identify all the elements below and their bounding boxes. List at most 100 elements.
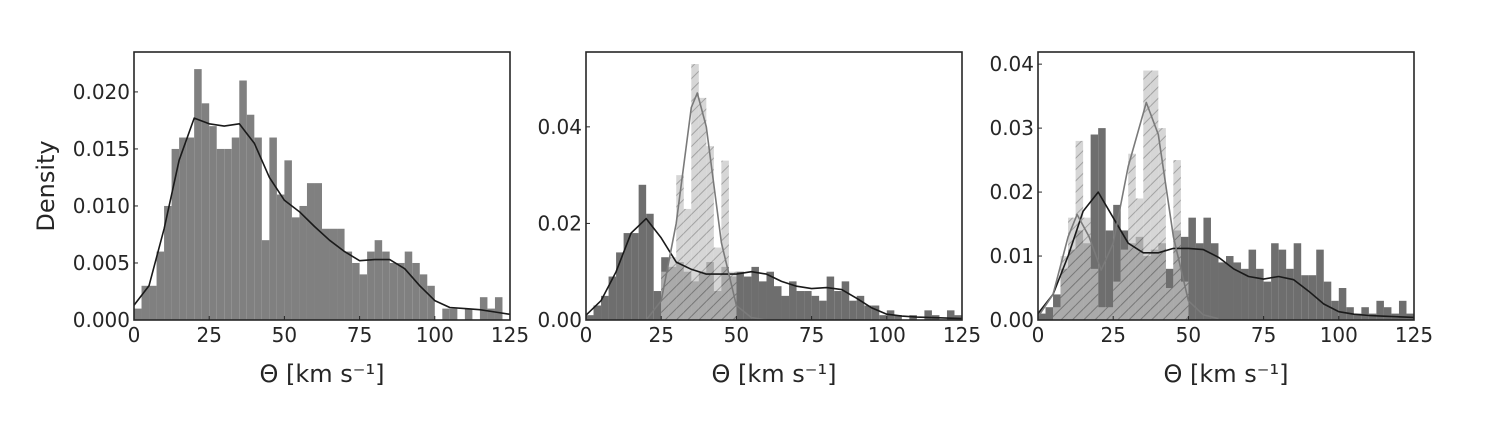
bar	[291, 217, 300, 320]
bar	[811, 295, 820, 320]
bar	[141, 285, 150, 320]
bar	[284, 160, 292, 320]
bar	[946, 310, 955, 320]
bar	[1361, 307, 1369, 320]
bar	[1045, 307, 1054, 320]
bar	[758, 281, 767, 320]
x-tick-label: 100	[416, 323, 454, 347]
bar	[1083, 217, 1091, 320]
bar	[1150, 70, 1159, 320]
bar	[766, 271, 774, 320]
x-tick-label: 0	[128, 323, 141, 347]
bar	[879, 315, 887, 320]
y-tick-label: 0.005	[73, 251, 130, 275]
bar	[668, 257, 677, 320]
bar	[676, 175, 684, 320]
bar	[1173, 160, 1181, 320]
bar	[1233, 262, 1242, 320]
x-tick-label: 25	[196, 323, 221, 347]
bar	[954, 315, 962, 320]
bar	[638, 184, 647, 320]
bar	[337, 228, 345, 320]
bar	[781, 295, 790, 320]
bar	[1158, 128, 1166, 320]
bar	[329, 228, 338, 320]
axes-frame	[585, 51, 963, 321]
y-axis-label: Density	[32, 140, 60, 231]
bar	[412, 262, 420, 320]
bar	[736, 271, 744, 320]
bar	[1263, 281, 1272, 320]
bar	[209, 126, 217, 320]
bar	[698, 97, 707, 320]
y-tick-label: 0.015	[73, 137, 130, 161]
bar	[721, 160, 729, 320]
bar	[1368, 313, 1377, 320]
bar	[743, 276, 752, 320]
bar	[1308, 275, 1317, 320]
bar	[826, 276, 835, 320]
bar	[494, 297, 503, 320]
bar	[171, 148, 180, 320]
bar	[1180, 236, 1189, 320]
bar	[427, 285, 435, 320]
bar	[1210, 243, 1219, 320]
bar	[367, 251, 375, 320]
kde-line	[586, 217, 962, 320]
bar	[1226, 256, 1234, 320]
bar	[464, 308, 473, 320]
x-axis-label: Θ [km s⁻¹]	[1164, 360, 1289, 388]
bar	[201, 103, 210, 320]
bar	[1135, 198, 1144, 320]
bar	[1241, 268, 1249, 320]
bar	[352, 262, 360, 320]
y-tick-label: 0.00	[537, 308, 582, 332]
bar	[796, 291, 805, 320]
bar	[1353, 313, 1362, 320]
bar	[1218, 262, 1226, 320]
bar	[1098, 128, 1106, 320]
bar	[819, 300, 827, 320]
bar	[246, 114, 255, 320]
x-tick-label: 25	[1100, 323, 1125, 347]
bar	[306, 183, 315, 320]
bar	[706, 146, 714, 320]
bar	[1113, 281, 1121, 320]
bar	[299, 205, 307, 320]
y-tick-label: 0.03	[989, 116, 1034, 140]
bar	[924, 310, 932, 320]
bar	[156, 251, 165, 320]
x-tick-label: 50	[1176, 323, 1201, 347]
bar	[397, 262, 405, 320]
bar	[442, 308, 450, 320]
bar	[261, 240, 270, 320]
bar	[683, 208, 692, 320]
panel: 0 25 50 75 100 125 0.000 0.005 0.010 0.015 0.020 Θ …	[32, 51, 529, 388]
bar	[254, 137, 262, 320]
x-tick-label: 50	[272, 323, 297, 347]
bar	[1398, 300, 1407, 320]
x-tick-label: 0	[1032, 323, 1045, 347]
bar	[713, 247, 722, 320]
x-tick-label: 125	[1395, 323, 1433, 347]
bar	[864, 305, 872, 320]
bar	[616, 252, 624, 320]
x-tick-label: 100	[1320, 323, 1358, 347]
bar	[1090, 134, 1099, 320]
bar	[1338, 288, 1347, 320]
bar	[601, 295, 609, 320]
axes-frame	[1037, 51, 1415, 321]
bar	[382, 251, 390, 320]
bar	[1143, 70, 1151, 320]
bar	[646, 213, 654, 320]
bar	[1301, 275, 1309, 320]
bar	[194, 69, 202, 320]
x-tick-label: 100	[868, 323, 906, 347]
y-tick-label: 0.00	[989, 308, 1034, 332]
bar	[1165, 288, 1174, 320]
y-tick-label: 0.01	[989, 244, 1034, 268]
bar	[1256, 268, 1264, 320]
bar	[1376, 300, 1384, 320]
bar	[389, 262, 398, 320]
